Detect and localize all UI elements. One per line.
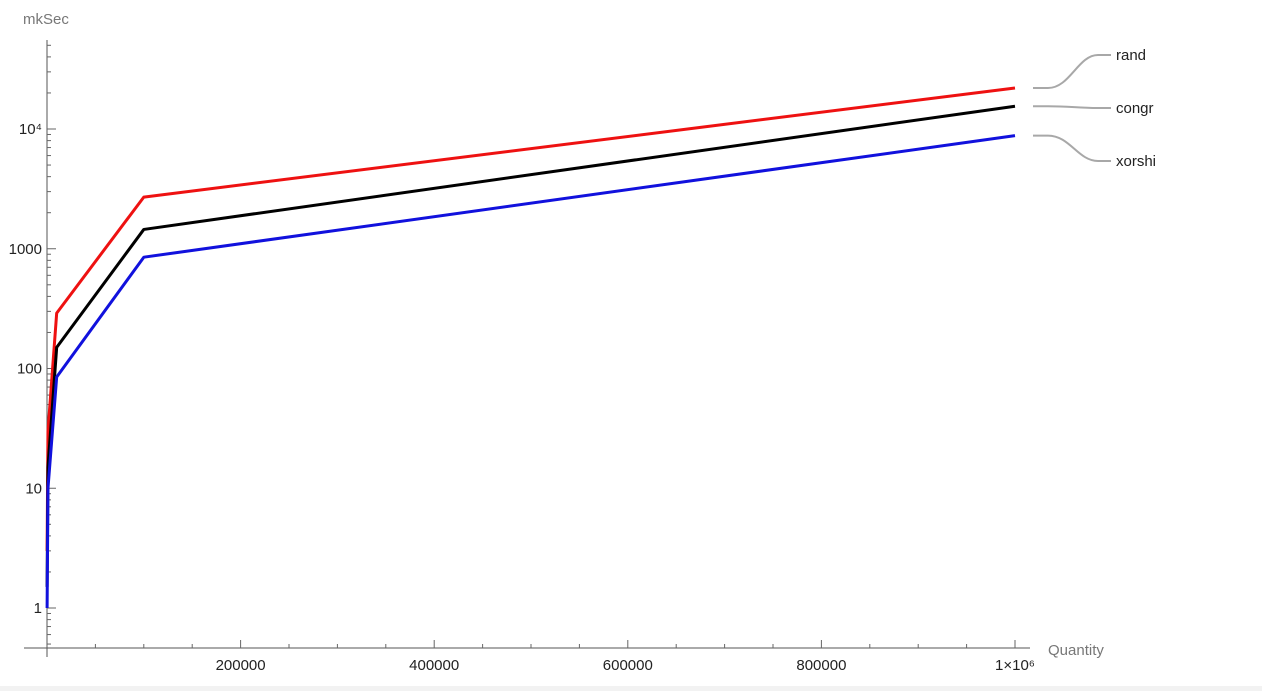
x-minor-ticks bbox=[94, 644, 968, 648]
y-tick-label: 100 bbox=[17, 361, 42, 378]
x-tick-label: 1×10⁶ bbox=[995, 657, 1035, 674]
y-tick-label: 1000 bbox=[9, 241, 42, 258]
legend-leader-congr bbox=[1033, 105, 1111, 109]
bottom-strip bbox=[0, 686, 1262, 691]
series-layer bbox=[45, 86, 1016, 609]
y-tick-label: 10 bbox=[25, 480, 42, 497]
series-line-congr bbox=[45, 104, 1016, 587]
y-tick-label: 10⁴ bbox=[19, 121, 42, 138]
y-major-ticks: 1 10 100 1000 10⁴ bbox=[9, 121, 56, 617]
x-tick-label: 400000 bbox=[409, 657, 459, 674]
x-tick-label: 200000 bbox=[216, 657, 266, 674]
legend-label-rand: rand bbox=[1116, 47, 1146, 64]
x-major-ticks: 200000 400000 600000 800000 1×10⁶ bbox=[216, 640, 1035, 674]
legend-label-congr: congr bbox=[1116, 100, 1154, 117]
legend-leader-rand bbox=[1033, 54, 1111, 89]
series-line-xorshi bbox=[45, 134, 1016, 609]
legend-leader-xorshi bbox=[1033, 134, 1111, 162]
x-tick-label: 600000 bbox=[603, 657, 653, 674]
x-tick-label: 800000 bbox=[796, 657, 846, 674]
x-axis-title: Quantity bbox=[1048, 642, 1104, 659]
y-tick-label: 1 bbox=[34, 600, 42, 617]
legend: rand congr xorshi bbox=[1033, 47, 1156, 170]
legend-label-xorshi: xorshi bbox=[1116, 153, 1156, 170]
y-axis-title: mkSec bbox=[23, 11, 69, 28]
axes: 1 10 100 1000 10⁴ 200000 400000 600000 800000 1×… bbox=[9, 11, 1105, 674]
